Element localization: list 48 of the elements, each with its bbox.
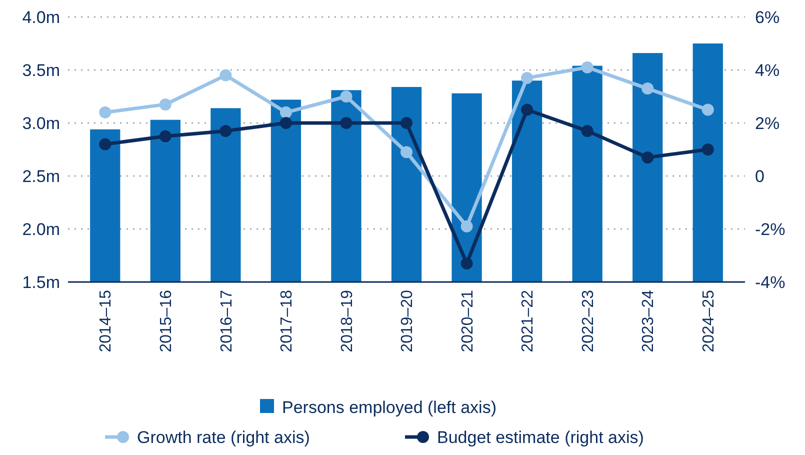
point [159, 98, 172, 110]
x-tick-label: 2017–18 [278, 290, 296, 352]
x-tick-label: 2023–24 [640, 290, 658, 352]
x-tick-label: 2019–20 [399, 290, 416, 352]
y-tick-label: 2.5m [22, 166, 60, 186]
point [340, 117, 352, 129]
point [400, 117, 412, 129]
x-tick-label: 2016–17 [218, 290, 236, 352]
y-tick-label: 4.0m [22, 8, 60, 27]
point [159, 130, 172, 142]
point [400, 146, 412, 158]
y2-tick-label: -2% [755, 220, 786, 239]
x-tick-label: 2018–19 [338, 290, 356, 352]
x-tick-label: 2024–25 [700, 290, 718, 352]
x-tick-label: 2022–23 [580, 290, 597, 352]
point [280, 106, 292, 118]
y2-tick-label: 6% [755, 8, 780, 27]
legend-label: Growth rate (right axis) [137, 428, 310, 447]
y-tick-label: 1.5m [22, 272, 60, 292]
y2-tick-label: 2% [755, 114, 780, 133]
point [581, 124, 594, 137]
point [521, 72, 534, 84]
point [460, 220, 473, 232]
y-tick-label: 3.5m [22, 60, 60, 80]
point [642, 82, 654, 95]
x-tick-label: 2020–21 [459, 290, 476, 352]
y-tick-label: 2.0m [22, 220, 60, 239]
legend-label: Budget estimate (right axis) [437, 428, 644, 447]
point [460, 257, 473, 270]
point [99, 138, 112, 150]
point [702, 104, 714, 116]
point [99, 106, 112, 118]
y2-tick-label: -4% [755, 272, 786, 292]
y-tick-label: 3.0m [22, 114, 60, 133]
y2-tick-label: 0 [755, 166, 764, 186]
point [220, 124, 232, 137]
y2-tick-label: 4% [755, 60, 780, 80]
legend-label: Persons employed (left axis) [282, 398, 496, 417]
x-tick-label: 2014–15 [98, 290, 115, 352]
point [581, 61, 594, 74]
x-tick-label: 2015–16 [158, 290, 175, 352]
point [220, 69, 232, 82]
point [280, 117, 292, 129]
point [340, 90, 352, 102]
point [521, 104, 534, 116]
point [702, 144, 714, 156]
point [642, 151, 654, 164]
x-tick-label: 2021–22 [520, 290, 537, 352]
